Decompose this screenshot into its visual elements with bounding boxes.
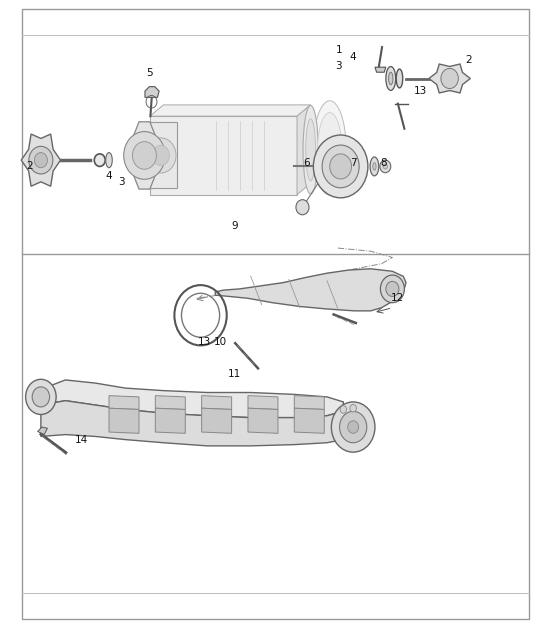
Circle shape <box>26 379 56 414</box>
Polygon shape <box>248 408 278 433</box>
Circle shape <box>380 275 404 303</box>
Circle shape <box>331 402 375 452</box>
Polygon shape <box>32 389 41 408</box>
Text: 12: 12 <box>391 293 404 303</box>
Text: 6: 6 <box>303 158 310 168</box>
Polygon shape <box>109 408 139 433</box>
Polygon shape <box>21 134 60 187</box>
Circle shape <box>32 387 50 407</box>
Text: 11: 11 <box>228 369 241 379</box>
Ellipse shape <box>389 72 393 85</box>
Text: 10: 10 <box>214 337 227 347</box>
Polygon shape <box>429 64 470 93</box>
Circle shape <box>350 404 356 412</box>
Text: 4: 4 <box>106 171 112 181</box>
Ellipse shape <box>373 163 376 170</box>
Polygon shape <box>131 122 158 189</box>
Text: 4: 4 <box>350 51 356 62</box>
Polygon shape <box>297 105 311 195</box>
Ellipse shape <box>106 153 112 168</box>
Circle shape <box>313 135 368 198</box>
Polygon shape <box>38 427 47 435</box>
Text: 7: 7 <box>350 158 356 168</box>
Text: 3: 3 <box>118 177 124 187</box>
Text: 3: 3 <box>335 61 342 71</box>
Polygon shape <box>41 401 343 446</box>
Polygon shape <box>202 396 232 409</box>
Ellipse shape <box>303 106 318 194</box>
Circle shape <box>386 281 399 296</box>
Circle shape <box>348 421 359 433</box>
Circle shape <box>296 200 309 215</box>
Text: 8: 8 <box>380 158 386 168</box>
Polygon shape <box>144 122 177 188</box>
Ellipse shape <box>306 119 316 181</box>
Circle shape <box>146 138 176 173</box>
Circle shape <box>340 406 347 413</box>
Circle shape <box>380 160 391 173</box>
Polygon shape <box>155 408 185 433</box>
Ellipse shape <box>386 67 396 90</box>
Polygon shape <box>145 87 159 97</box>
Text: 13: 13 <box>414 86 427 96</box>
Text: 2: 2 <box>27 161 33 171</box>
Ellipse shape <box>370 157 379 176</box>
Circle shape <box>34 153 47 168</box>
Circle shape <box>132 142 156 169</box>
Text: 14: 14 <box>75 435 88 445</box>
Polygon shape <box>294 408 324 433</box>
Circle shape <box>441 68 458 89</box>
Circle shape <box>152 145 169 166</box>
Polygon shape <box>294 396 324 409</box>
Circle shape <box>383 164 387 169</box>
Polygon shape <box>150 116 297 195</box>
Polygon shape <box>375 67 386 72</box>
Ellipse shape <box>396 69 403 88</box>
Circle shape <box>124 132 165 180</box>
Circle shape <box>29 146 53 174</box>
Text: 13: 13 <box>198 337 211 347</box>
Text: 5: 5 <box>147 68 153 78</box>
Polygon shape <box>215 269 406 311</box>
Polygon shape <box>155 396 185 409</box>
Circle shape <box>340 411 367 443</box>
Polygon shape <box>202 408 232 433</box>
Polygon shape <box>41 380 343 418</box>
Circle shape <box>322 145 359 188</box>
Ellipse shape <box>313 100 346 195</box>
Circle shape <box>330 154 352 179</box>
Polygon shape <box>109 396 139 409</box>
Text: 1: 1 <box>336 45 342 55</box>
Circle shape <box>94 154 105 166</box>
Ellipse shape <box>318 112 342 183</box>
Text: 2: 2 <box>465 55 472 65</box>
Polygon shape <box>248 396 278 409</box>
Polygon shape <box>150 105 311 116</box>
Text: 9: 9 <box>231 221 238 231</box>
